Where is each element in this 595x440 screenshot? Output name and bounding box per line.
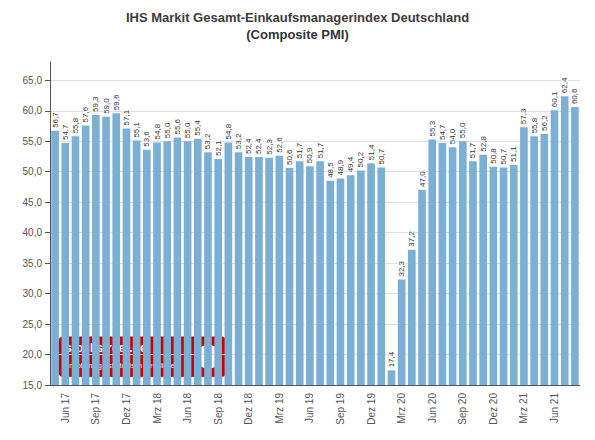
svg-text:62,4: 62,4 (560, 77, 569, 93)
svg-text:55,4: 55,4 (193, 120, 202, 136)
svg-text:Jun 20: Jun 20 (427, 393, 438, 423)
svg-text:55,1: 55,1 (132, 121, 141, 137)
svg-text:55,0: 55,0 (23, 136, 43, 147)
svg-text:52,8: 52,8 (479, 136, 488, 152)
svg-text:Mrz 20: Mrz 20 (396, 393, 407, 424)
svg-text:56,7: 56,7 (51, 112, 60, 128)
svg-text:Dez 20: Dez 20 (488, 393, 499, 425)
svg-text:48,5: 48,5 (326, 162, 335, 178)
svg-text:53,6: 53,6 (142, 131, 151, 147)
svg-text:45,0: 45,0 (23, 197, 43, 208)
svg-text:Sep 19: Sep 19 (335, 393, 346, 425)
svg-text:55,0: 55,0 (458, 122, 467, 138)
svg-text:50,9: 50,9 (305, 147, 314, 163)
svg-text:Jun 18: Jun 18 (182, 393, 193, 423)
svg-text:Sep 20: Sep 20 (457, 393, 468, 425)
svg-text:57,3: 57,3 (519, 108, 528, 124)
svg-text:55,8: 55,8 (530, 117, 539, 133)
svg-text:(Composite PMI): (Composite PMI) (246, 27, 349, 42)
svg-text:35,0: 35,0 (23, 258, 43, 269)
svg-text:52,6: 52,6 (275, 137, 284, 153)
svg-text:51,7: 51,7 (468, 142, 477, 158)
svg-text:49,4: 49,4 (346, 156, 355, 172)
svg-text:25,0: 25,0 (23, 319, 43, 330)
svg-text:50,0: 50,0 (23, 166, 43, 177)
svg-text:50,2: 50,2 (356, 151, 365, 167)
svg-text:IHS Markit Gesamt-Einkaufsmana: IHS Markit Gesamt-Einkaufsmanagerindex D… (126, 10, 469, 25)
svg-text:54,8: 54,8 (153, 123, 162, 139)
svg-text:54,7: 54,7 (438, 124, 447, 140)
svg-text:60,0: 60,0 (23, 105, 43, 116)
svg-text:Mrz 21: Mrz 21 (518, 393, 529, 424)
svg-text:50,6: 50,6 (285, 149, 294, 165)
svg-text:55,6: 55,6 (173, 118, 182, 134)
svg-text:52,4: 52,4 (254, 138, 263, 154)
svg-text:59,6: 59,6 (112, 94, 121, 110)
svg-text:55,8: 55,8 (71, 117, 80, 133)
svg-text:54,7: 54,7 (61, 124, 70, 140)
svg-text:51,1: 51,1 (509, 146, 518, 162)
svg-text:40,0: 40,0 (23, 227, 43, 238)
svg-text:47,0: 47,0 (418, 171, 427, 187)
svg-text:Mrz 19: Mrz 19 (274, 393, 285, 424)
svg-text:Dez 17: Dez 17 (121, 393, 132, 425)
svg-text:52,3: 52,3 (265, 139, 274, 155)
svg-text:54,8: 54,8 (224, 123, 233, 139)
svg-text:65,0: 65,0 (23, 75, 43, 86)
svg-text:55,0: 55,0 (183, 122, 192, 138)
svg-text:53,2: 53,2 (234, 133, 243, 149)
svg-text:32,3: 32,3 (397, 260, 406, 276)
svg-text:51,7: 51,7 (316, 142, 325, 158)
svg-text:57,1: 57,1 (122, 109, 131, 125)
svg-text:50,7: 50,7 (499, 148, 508, 164)
svg-text:Jun 19: Jun 19 (304, 393, 315, 423)
svg-text:50,7: 50,7 (377, 148, 386, 164)
svg-text:56,2: 56,2 (540, 115, 549, 131)
svg-text:Dez 18: Dez 18 (243, 393, 254, 425)
svg-text:53,2: 53,2 (203, 133, 212, 149)
svg-text:30,0: 30,0 (23, 288, 43, 299)
svg-text:17,4: 17,4 (387, 351, 396, 367)
svg-text:37,2: 37,2 (407, 231, 416, 247)
svg-text:Mrz 18: Mrz 18 (152, 393, 163, 424)
svg-text:Dez 19: Dez 19 (366, 393, 377, 425)
svg-text:48,9: 48,9 (336, 159, 345, 175)
svg-text:59,3: 59,3 (91, 96, 100, 112)
svg-text:52,4: 52,4 (244, 138, 253, 154)
svg-text:Jun 21: Jun 21 (549, 393, 560, 423)
svg-text:Jun 17: Jun 17 (60, 393, 71, 423)
svg-text:20,0: 20,0 (23, 349, 43, 360)
svg-text:60,6: 60,6 (570, 88, 579, 104)
svg-text:51,4: 51,4 (367, 144, 376, 160)
svg-text:15,0: 15,0 (23, 380, 43, 391)
svg-text:51,7: 51,7 (295, 142, 304, 158)
svg-text:59,0: 59,0 (102, 98, 111, 114)
svg-text:55,3: 55,3 (428, 120, 437, 136)
svg-text:Sep 17: Sep 17 (90, 393, 101, 425)
svg-text:52,1: 52,1 (214, 140, 223, 156)
svg-text:Sep 18: Sep 18 (213, 393, 224, 425)
svg-text:54,0: 54,0 (448, 128, 457, 144)
svg-text:57,6: 57,6 (81, 106, 90, 122)
svg-text:60,1: 60,1 (550, 91, 559, 107)
svg-text:55,0: 55,0 (163, 122, 172, 138)
svg-text:50,8: 50,8 (489, 148, 498, 164)
